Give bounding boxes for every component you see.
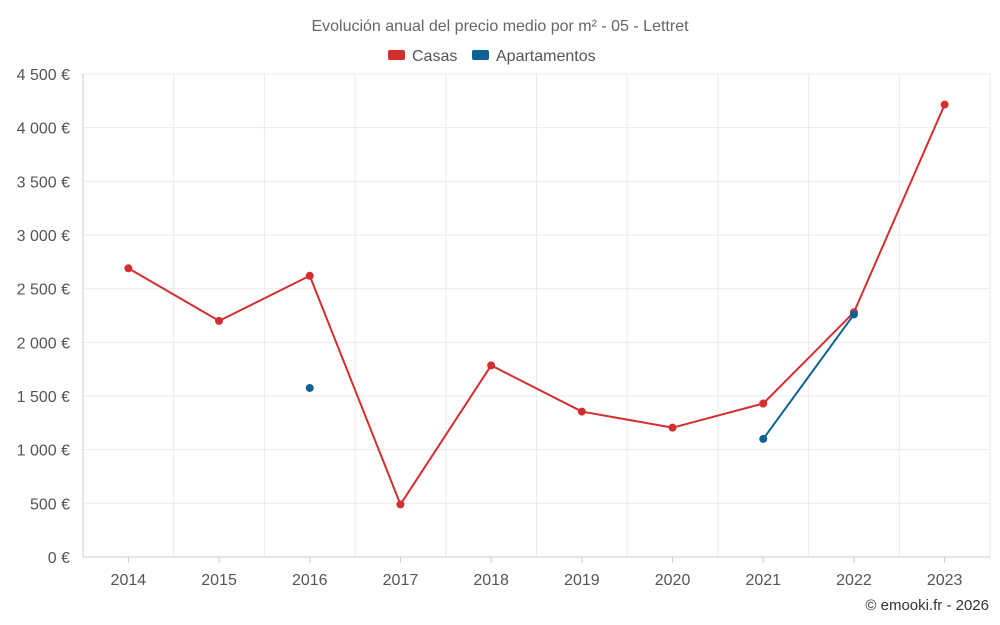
series-line-casas [490, 364, 583, 413]
data-point-casas-2021[interactable] [759, 399, 768, 408]
x-tick-label: 2018 [473, 572, 509, 589]
x-tick-label: 2022 [836, 572, 872, 589]
legend-label-casas: Casas [412, 48, 457, 65]
series-line-casas [671, 402, 765, 429]
data-point-casas-2015[interactable] [215, 316, 224, 325]
y-tick-label: 500 € [30, 496, 70, 513]
legend-label-apartamentos: Apartamentos [496, 48, 596, 65]
legend: Casas Apartamentos [388, 48, 596, 65]
series-line-casas [762, 311, 855, 405]
series-line-casas [399, 364, 493, 506]
x-tick-label: 2021 [745, 572, 781, 589]
x-tick-label: 2014 [111, 572, 147, 589]
legend-item-apartamentos[interactable]: Apartamentos [472, 48, 596, 65]
y-tick-label: 3 000 € [17, 228, 70, 245]
x-tick-label: 2023 [927, 572, 963, 589]
x-tick-label: 2016 [292, 572, 328, 589]
x-tick-label: 2019 [564, 572, 600, 589]
y-tick-label: 0 € [48, 550, 70, 567]
y-tick-label: 2 500 € [17, 282, 70, 299]
series-line-casas [580, 410, 674, 429]
plot-area [124, 100, 949, 509]
grid [83, 73, 991, 557]
data-point-apartamentos-2016[interactable] [305, 383, 314, 392]
y-tick-label: 2 000 € [17, 335, 70, 352]
credit-text: © emooki.fr - 2026 [865, 597, 989, 614]
data-point-casas-2019[interactable] [577, 407, 586, 416]
x-axis: 2014 2015 2016 2017 2018 2019 2020 2021 2022 2023 [83, 556, 990, 589]
data-point-casas-2016[interactable] [305, 271, 314, 280]
data-point-casas-2014[interactable] [124, 264, 133, 273]
data-point-apartamentos-2021[interactable] [759, 434, 768, 443]
series-casas [124, 100, 949, 509]
series-line-casas [308, 274, 402, 506]
x-tick-label: 2015 [201, 572, 237, 589]
y-tick-label: 3 500 € [17, 174, 70, 191]
data-point-casas-2018[interactable] [487, 361, 496, 370]
x-tick-label: 2017 [383, 572, 419, 589]
legend-swatch-casas [388, 50, 405, 60]
series-line-casas [852, 103, 946, 314]
legend-swatch-apartamentos [472, 50, 489, 60]
series-apartamentos [305, 310, 858, 443]
legend-item-casas[interactable]: Casas [388, 48, 457, 65]
y-tick-label: 4 000 € [17, 121, 70, 138]
x-tick-label: 2020 [655, 572, 691, 589]
series-line-casas [127, 267, 221, 322]
chart-title: Evolución anual del precio medio por m² … [311, 18, 689, 35]
y-axis: 0 € 500 € 1 000 € 1 500 € 2 000 € 2 500 € 3 00… [17, 67, 84, 567]
y-tick-label: 1 500 € [17, 389, 70, 406]
data-point-casas-2017[interactable] [396, 500, 405, 509]
data-point-casas-2020[interactable] [668, 423, 677, 432]
series-line-casas [218, 274, 311, 322]
series-line-apartamentos [762, 313, 855, 440]
y-tick-label: 4 500 € [17, 67, 70, 84]
data-point-apartamentos-2022[interactable] [849, 310, 858, 319]
y-tick-label: 1 000 € [17, 443, 70, 460]
data-point-casas-2023[interactable] [940, 100, 949, 109]
